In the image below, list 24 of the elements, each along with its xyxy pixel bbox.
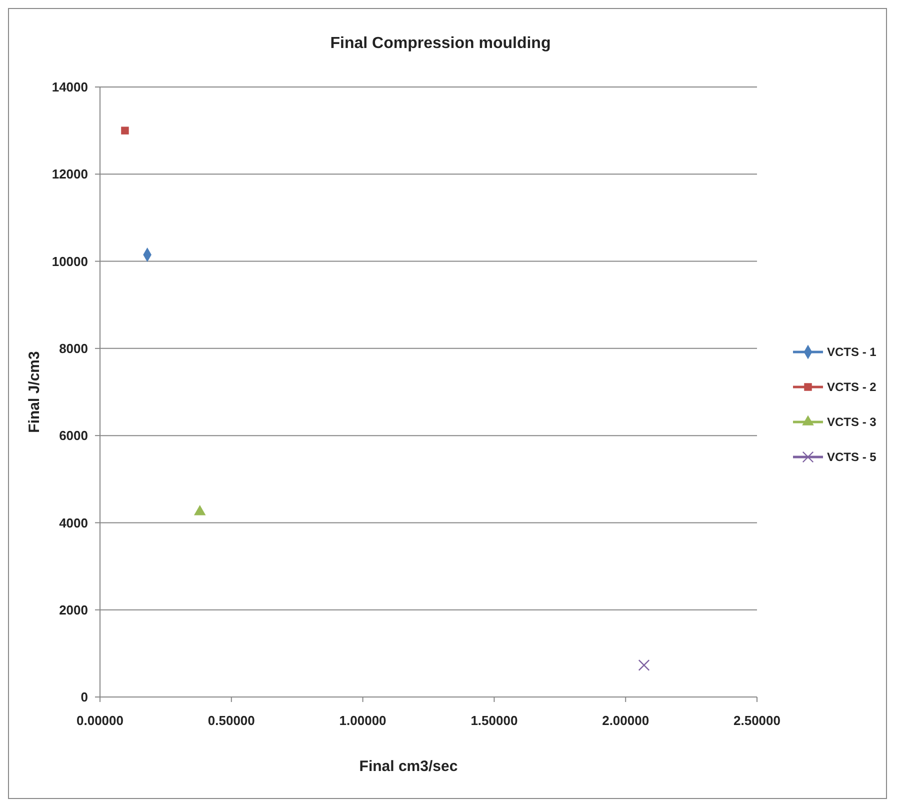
- legend-label: VCTS - 5: [827, 450, 877, 464]
- y-tick-label: 8000: [59, 340, 88, 356]
- y-tick-label: 12000: [52, 166, 88, 182]
- y-tick-label: 2000: [59, 602, 88, 618]
- point: [194, 505, 206, 516]
- x-tick-label: 1.50000: [470, 713, 518, 728]
- x-tick-label: 0.50000: [208, 713, 255, 728]
- point: [638, 659, 650, 671]
- x-tick-label: 0.00000: [76, 713, 124, 728]
- x-tick-label: 2.00000: [602, 713, 650, 728]
- x-tick-label: 1.00000: [339, 713, 386, 728]
- legend-label: VCTS - 2: [827, 380, 877, 394]
- y-tick-label: 6000: [59, 428, 88, 444]
- x-tick-label: 2.50000: [734, 713, 780, 728]
- legend-label: VCTS - 1: [827, 345, 877, 360]
- y-tick-label: 4000: [59, 515, 88, 530]
- legend-label: VCTS - 3: [827, 415, 877, 430]
- y-tick-label: 10000: [52, 254, 88, 269]
- x-axis-title: Final cm3/sec: [359, 758, 458, 775]
- point: [121, 126, 129, 134]
- chart-title: Final Compression moulding: [330, 35, 551, 52]
- y-tick-label: 0: [80, 690, 88, 705]
- y-tick-label: 14000: [52, 80, 88, 95]
- y-axis-title: Final J/cm3: [26, 351, 43, 433]
